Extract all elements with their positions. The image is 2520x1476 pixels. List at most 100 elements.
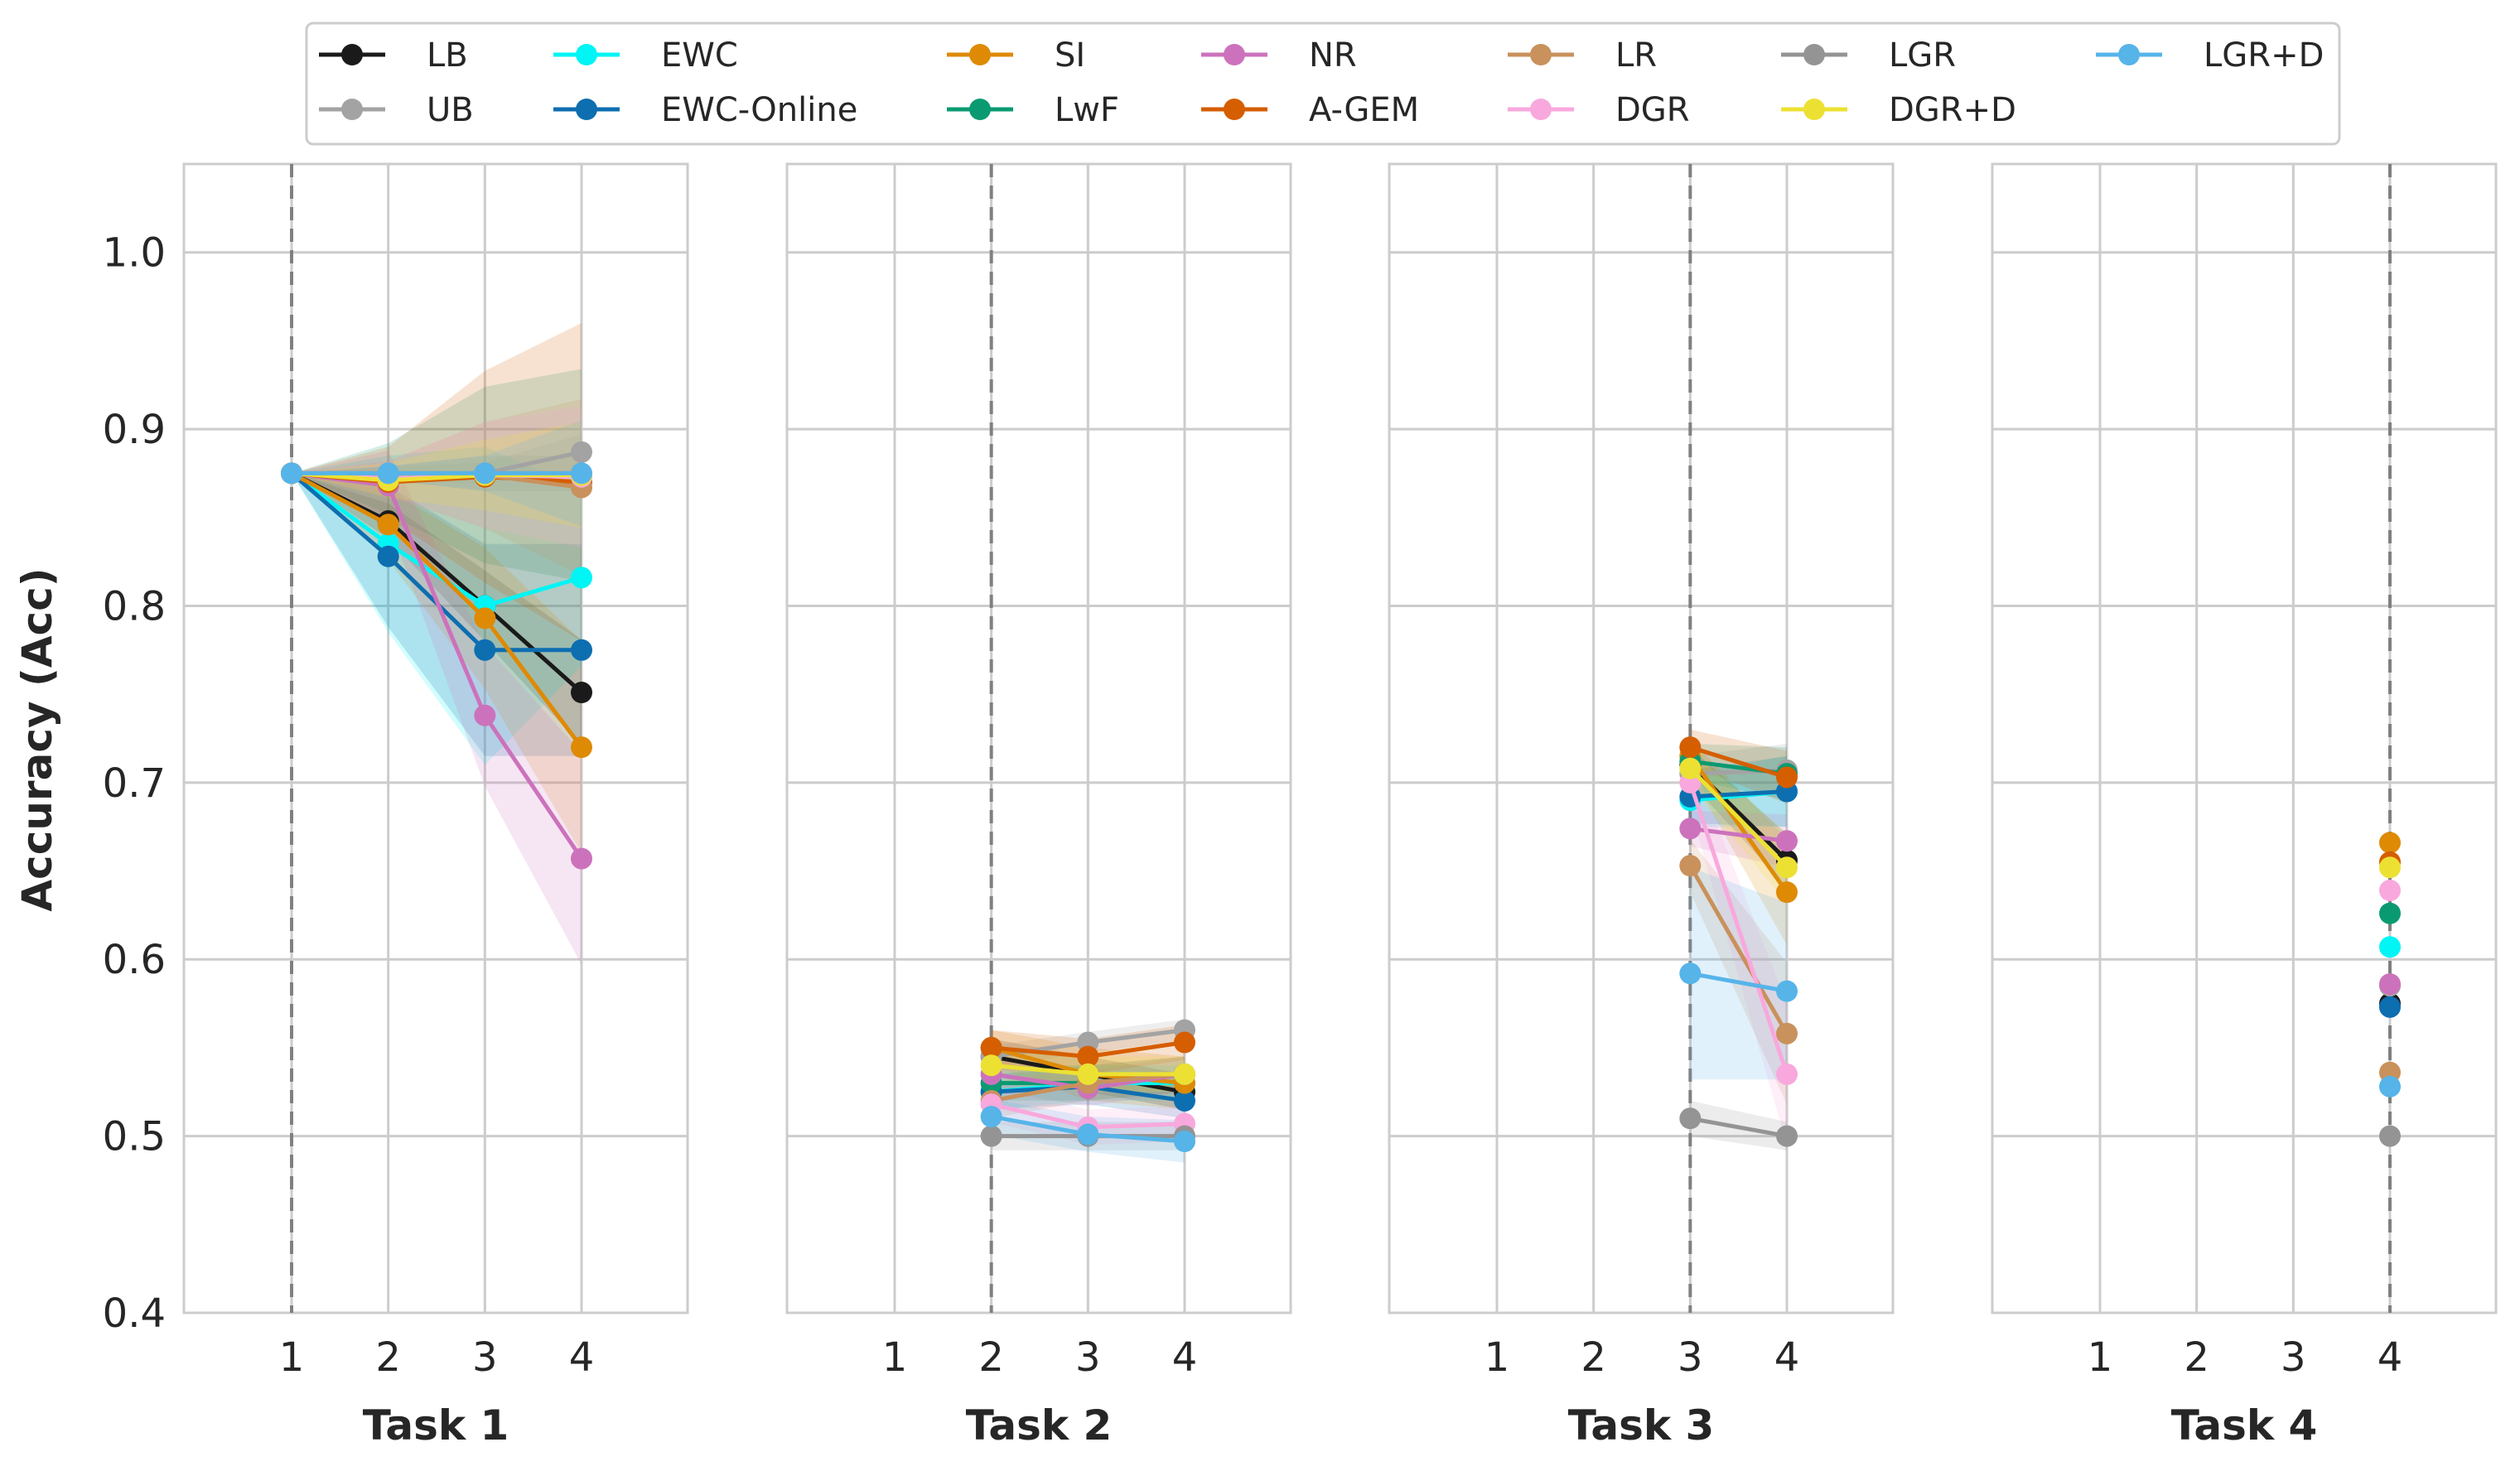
series-line-a-gem: [1689, 745, 1788, 779]
data-point-nr: [1776, 830, 1798, 852]
legend-label: NR: [1309, 36, 1357, 75]
legend-entry-ewc: EWC: [553, 36, 738, 75]
legend-entry-lr: LR: [1508, 36, 1657, 75]
series-lgr-plus-d: [1679, 962, 1798, 1002]
data-point-dgr: [2379, 880, 2401, 902]
x-tick-label: 4: [569, 1334, 595, 1381]
series-line-ewc: [290, 471, 582, 609]
legend-marker: [1530, 99, 1552, 120]
data-point-lgr-plus-d: [571, 462, 592, 485]
panel-frame: [1991, 162, 2498, 1314]
data-point-lgr-plus-d: [377, 462, 399, 485]
series-line-si: [290, 471, 584, 749]
series-a-gem: [980, 1031, 1195, 1068]
series-si: [2379, 832, 2401, 854]
x-tick-label: 1: [1484, 1334, 1510, 1381]
band-lgr-plus-d: [1690, 867, 1787, 1080]
band-dgr: [991, 1086, 1185, 1146]
legend-marker: [1224, 44, 1245, 65]
legend-entry-lgr-plus-d: LGR+D: [2096, 36, 2324, 75]
x-tick-label: 2: [375, 1334, 401, 1381]
x-tick-label: 3: [472, 1334, 498, 1381]
x-tick-label: 4: [1172, 1334, 1198, 1381]
legend-marker: [341, 44, 363, 65]
legend-marker: [969, 44, 991, 65]
legend-label: UB: [427, 91, 474, 129]
data-point-ub: [571, 441, 592, 463]
data-point-ewc-online: [377, 545, 399, 567]
data-point-lgr-plus-d: [2379, 1075, 2401, 1097]
data-point-dgr-plus-d: [2379, 856, 2401, 879]
band-nr: [1690, 811, 1787, 868]
data-point-lr: [1776, 1022, 1798, 1044]
x-axis-label: Task 4: [2171, 1401, 2318, 1449]
series-lwf: [2379, 902, 2401, 924]
legend-marker: [1530, 44, 1552, 65]
x-tick-label: 4: [1774, 1334, 1800, 1381]
y-tick-label: 0.5: [103, 1114, 166, 1160]
legend-label: DGR: [1615, 91, 1690, 129]
legend-entry-ub: UB: [319, 91, 474, 129]
legend-marker: [1803, 99, 1825, 120]
legend-label: LB: [427, 36, 468, 75]
y-tick-label: 0.7: [103, 760, 166, 807]
data-point-ewc: [2379, 936, 2401, 958]
legend-entry-dgr-plus-d: DGR+D: [1781, 91, 2016, 129]
data-point-si: [377, 514, 399, 536]
legend-entry-nr: NR: [1201, 36, 1357, 75]
legend-entry-a-gem: A-GEM: [1201, 91, 1419, 129]
y-tick-label: 1.0: [103, 230, 166, 277]
legend-entry-lwf: LwF: [947, 91, 1119, 129]
data-point-a-gem: [980, 1036, 1002, 1059]
band-ewc-online: [292, 473, 582, 756]
series-lgr-plus-d: [2379, 1075, 2401, 1097]
x-tick-label: 3: [2281, 1334, 2306, 1381]
y-tick-label: 0.6: [103, 937, 166, 983]
panel-frame: [182, 162, 689, 1314]
data-point-dgr-plus-d: [1174, 1063, 1195, 1085]
data-point-si: [474, 607, 496, 629]
x-tick-label: 3: [1075, 1334, 1101, 1381]
x-tick-label: 1: [279, 1334, 305, 1381]
data-point-dgr-plus-d: [1077, 1063, 1099, 1085]
series-ewc-online: [2379, 996, 2401, 1018]
data-point-lb: [571, 682, 592, 704]
legend-label: LwF: [1055, 91, 1119, 129]
panel-2: 1 2 3 4 Task 2: [785, 162, 1292, 1449]
data-point-si: [2379, 832, 2401, 854]
data-point-ewc-online: [2379, 996, 2401, 1018]
data-point-lgr: [1776, 1125, 1798, 1147]
band-a-gem: [292, 323, 582, 642]
legend: LB UB EWC EWC-Online SI LwF NR A-GEM LR DGR LGR DGR…: [305, 22, 2341, 146]
data-point-lgr-plus-d: [1679, 962, 1702, 985]
series-line-dgr-plus-d: [1688, 767, 1789, 870]
data-point-si: [1776, 881, 1798, 904]
legend-marker: [2118, 44, 2140, 65]
series-dgr-plus-d: [980, 1054, 1195, 1085]
legend-label: EWC: [661, 36, 738, 75]
legend-entry-lb: LB: [319, 36, 468, 75]
y-tick-label: 0.4: [103, 1290, 166, 1337]
data-point-a-gem: [1174, 1031, 1195, 1054]
series-line-lgr: [1689, 1116, 1788, 1139]
data-point-lwf: [2379, 902, 2401, 924]
data-point-lgr-plus-d: [474, 462, 496, 485]
data-point-ewc-online: [1174, 1089, 1195, 1112]
data-point-nr: [474, 704, 496, 726]
y-axis-label: Accuracy (Acc): [13, 567, 61, 911]
legend-entry-lgr: LGR: [1781, 36, 1956, 75]
panel-4: 1 2 3 4 Task 4: [1991, 162, 2498, 1449]
legend-label: SI: [1055, 36, 1085, 75]
series-lr: [1679, 855, 1798, 1044]
series-dgr: [2379, 880, 2401, 902]
series-nr: [2379, 973, 2401, 996]
data-point-lgr-plus-d: [281, 462, 302, 485]
data-point-lgr-plus-d: [1174, 1131, 1195, 1153]
data-point-nr: [571, 847, 592, 870]
panel-3: 1 2 3 4 Task 3: [1388, 162, 1895, 1449]
series-ewc: [2379, 936, 2401, 958]
data-point-a-gem: [1679, 736, 1702, 759]
y-tick-label: 0.9: [103, 407, 166, 453]
legend-label: LGR+D: [2204, 36, 2324, 75]
